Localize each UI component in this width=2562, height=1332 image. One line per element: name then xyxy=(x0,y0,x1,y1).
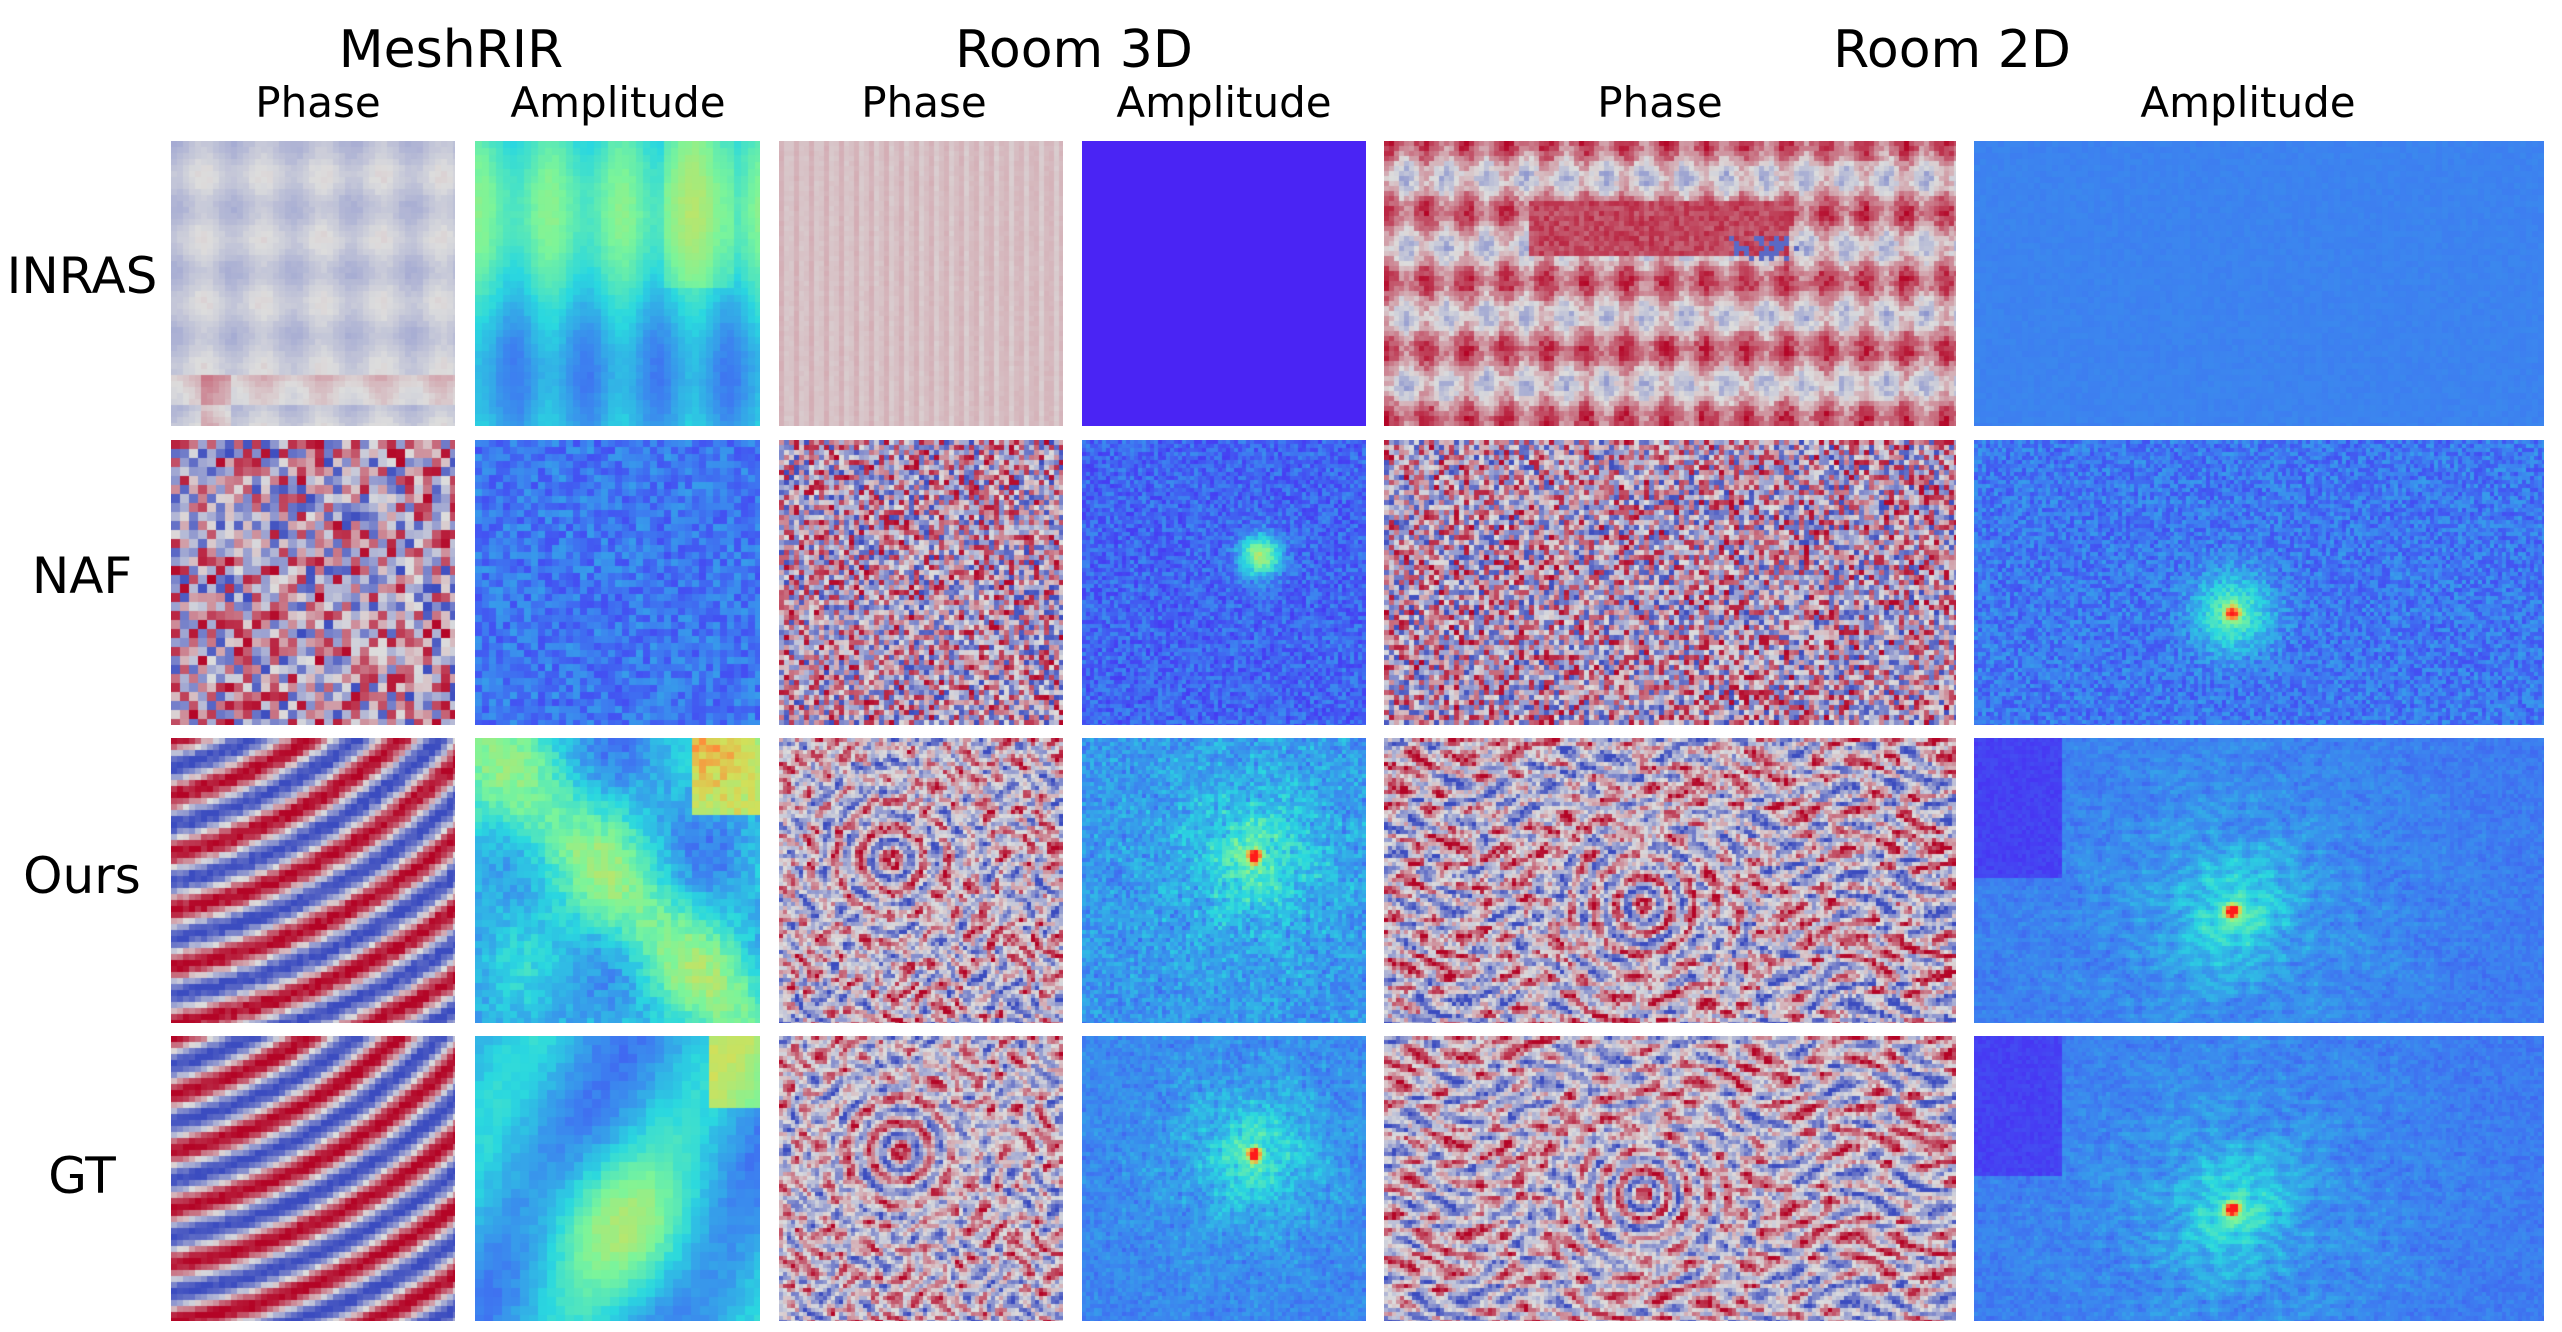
panel-gt-room2d-amplitude xyxy=(1974,1036,2544,1321)
panel-gt-meshrir-amplitude xyxy=(475,1036,760,1321)
panel-naf-room3d-phase xyxy=(779,440,1063,725)
panel-inras-room3d-phase xyxy=(779,141,1063,426)
col-header-room2d-phase: Phase xyxy=(1597,78,1723,127)
dataset-title-meshrir: MeshRIR xyxy=(338,20,564,80)
panel-inras-meshrir-amplitude xyxy=(475,141,760,426)
panel-inras-room2d-phase xyxy=(1384,141,1956,426)
row-label-inras: INRAS xyxy=(6,247,158,305)
panel-ours-room3d-amplitude xyxy=(1082,738,1366,1023)
panel-gt-room2d-phase xyxy=(1384,1036,1956,1321)
dataset-title-room2d: Room 2D xyxy=(1833,20,2071,80)
panel-ours-meshrir-amplitude xyxy=(475,738,760,1023)
col-header-room3d-phase: Phase xyxy=(861,78,987,127)
row-label-ours: Ours xyxy=(23,847,141,905)
col-header-room2d-amplitude: Amplitude xyxy=(2140,78,2356,127)
row-label-naf: NAF xyxy=(31,547,133,605)
panel-ours-room3d-phase xyxy=(779,738,1063,1023)
panel-ours-room2d-phase xyxy=(1384,738,1956,1023)
col-header-meshrir-phase: Phase xyxy=(255,78,381,127)
panel-naf-room2d-phase xyxy=(1384,440,1956,725)
row-label-gt: GT xyxy=(48,1147,116,1205)
dataset-title-room3d: Room 3D xyxy=(955,20,1193,80)
panel-gt-room3d-amplitude xyxy=(1082,1036,1366,1321)
panel-naf-meshrir-phase xyxy=(171,440,455,725)
panel-naf-meshrir-amplitude xyxy=(475,440,760,725)
panel-naf-room3d-amplitude xyxy=(1082,440,1366,725)
panel-gt-meshrir-phase xyxy=(171,1036,455,1321)
col-header-room3d-amplitude: Amplitude xyxy=(1116,78,1332,127)
panel-ours-meshrir-phase xyxy=(171,738,455,1023)
panel-inras-meshrir-phase xyxy=(171,141,455,426)
panel-gt-room3d-phase xyxy=(779,1036,1063,1321)
panel-naf-room2d-amplitude xyxy=(1974,440,2544,725)
panel-inras-room2d-amplitude xyxy=(1974,141,2544,426)
panel-inras-room3d-amplitude xyxy=(1082,141,1366,426)
col-header-meshrir-amplitude: Amplitude xyxy=(510,78,726,127)
panel-ours-room2d-amplitude xyxy=(1974,738,2544,1023)
